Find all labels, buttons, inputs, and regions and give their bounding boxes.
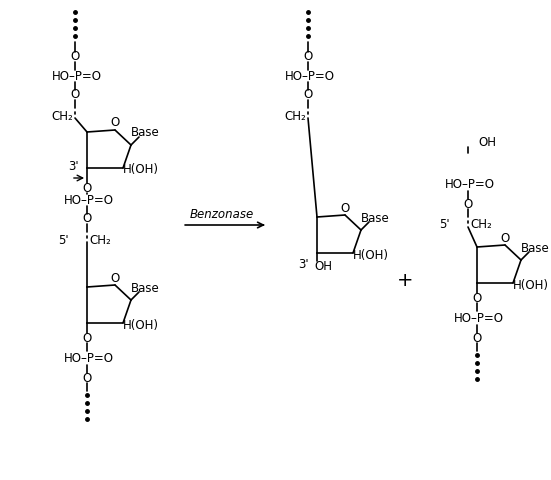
- Text: O: O: [110, 272, 120, 285]
- Text: HO–P=O: HO–P=O: [52, 70, 102, 83]
- Text: 5': 5': [58, 233, 69, 247]
- Text: Base: Base: [360, 212, 390, 225]
- Text: HO–P=O: HO–P=O: [285, 70, 335, 83]
- Text: CH₂: CH₂: [284, 109, 306, 122]
- Text: O: O: [304, 50, 312, 63]
- Text: O: O: [110, 117, 120, 130]
- Text: O: O: [83, 332, 91, 345]
- Text: CH₂: CH₂: [470, 218, 491, 231]
- Text: CH₂: CH₂: [89, 233, 111, 247]
- Text: 5': 5': [439, 218, 450, 231]
- Text: H(OH): H(OH): [353, 249, 389, 262]
- Text: O: O: [472, 291, 482, 304]
- Text: CH₂: CH₂: [51, 109, 73, 122]
- Text: O: O: [304, 88, 312, 101]
- Text: Base: Base: [131, 127, 159, 140]
- Text: O: O: [71, 88, 80, 101]
- Text: 3': 3': [68, 159, 78, 172]
- Text: Base: Base: [131, 281, 159, 295]
- Text: +: +: [397, 271, 413, 289]
- Text: Benzonase: Benzonase: [190, 208, 254, 221]
- Text: O: O: [472, 332, 482, 345]
- Text: Base: Base: [521, 241, 549, 254]
- Text: O: O: [71, 50, 80, 63]
- Text: O: O: [83, 181, 91, 194]
- Text: OH: OH: [478, 136, 496, 149]
- Text: O: O: [83, 372, 91, 384]
- Text: 3': 3': [298, 259, 309, 272]
- Text: HO–P=O: HO–P=O: [454, 312, 504, 325]
- Text: O: O: [83, 213, 91, 226]
- Text: O: O: [341, 202, 350, 215]
- Text: HO–P=O: HO–P=O: [445, 179, 495, 192]
- Text: H(OH): H(OH): [513, 278, 549, 291]
- Text: HO–P=O: HO–P=O: [64, 352, 114, 365]
- Text: O: O: [500, 231, 510, 244]
- Text: H(OH): H(OH): [123, 164, 159, 177]
- Text: O: O: [463, 197, 473, 211]
- Text: OH: OH: [314, 261, 332, 274]
- Text: H(OH): H(OH): [123, 319, 159, 332]
- Text: HO–P=O: HO–P=O: [64, 193, 114, 206]
